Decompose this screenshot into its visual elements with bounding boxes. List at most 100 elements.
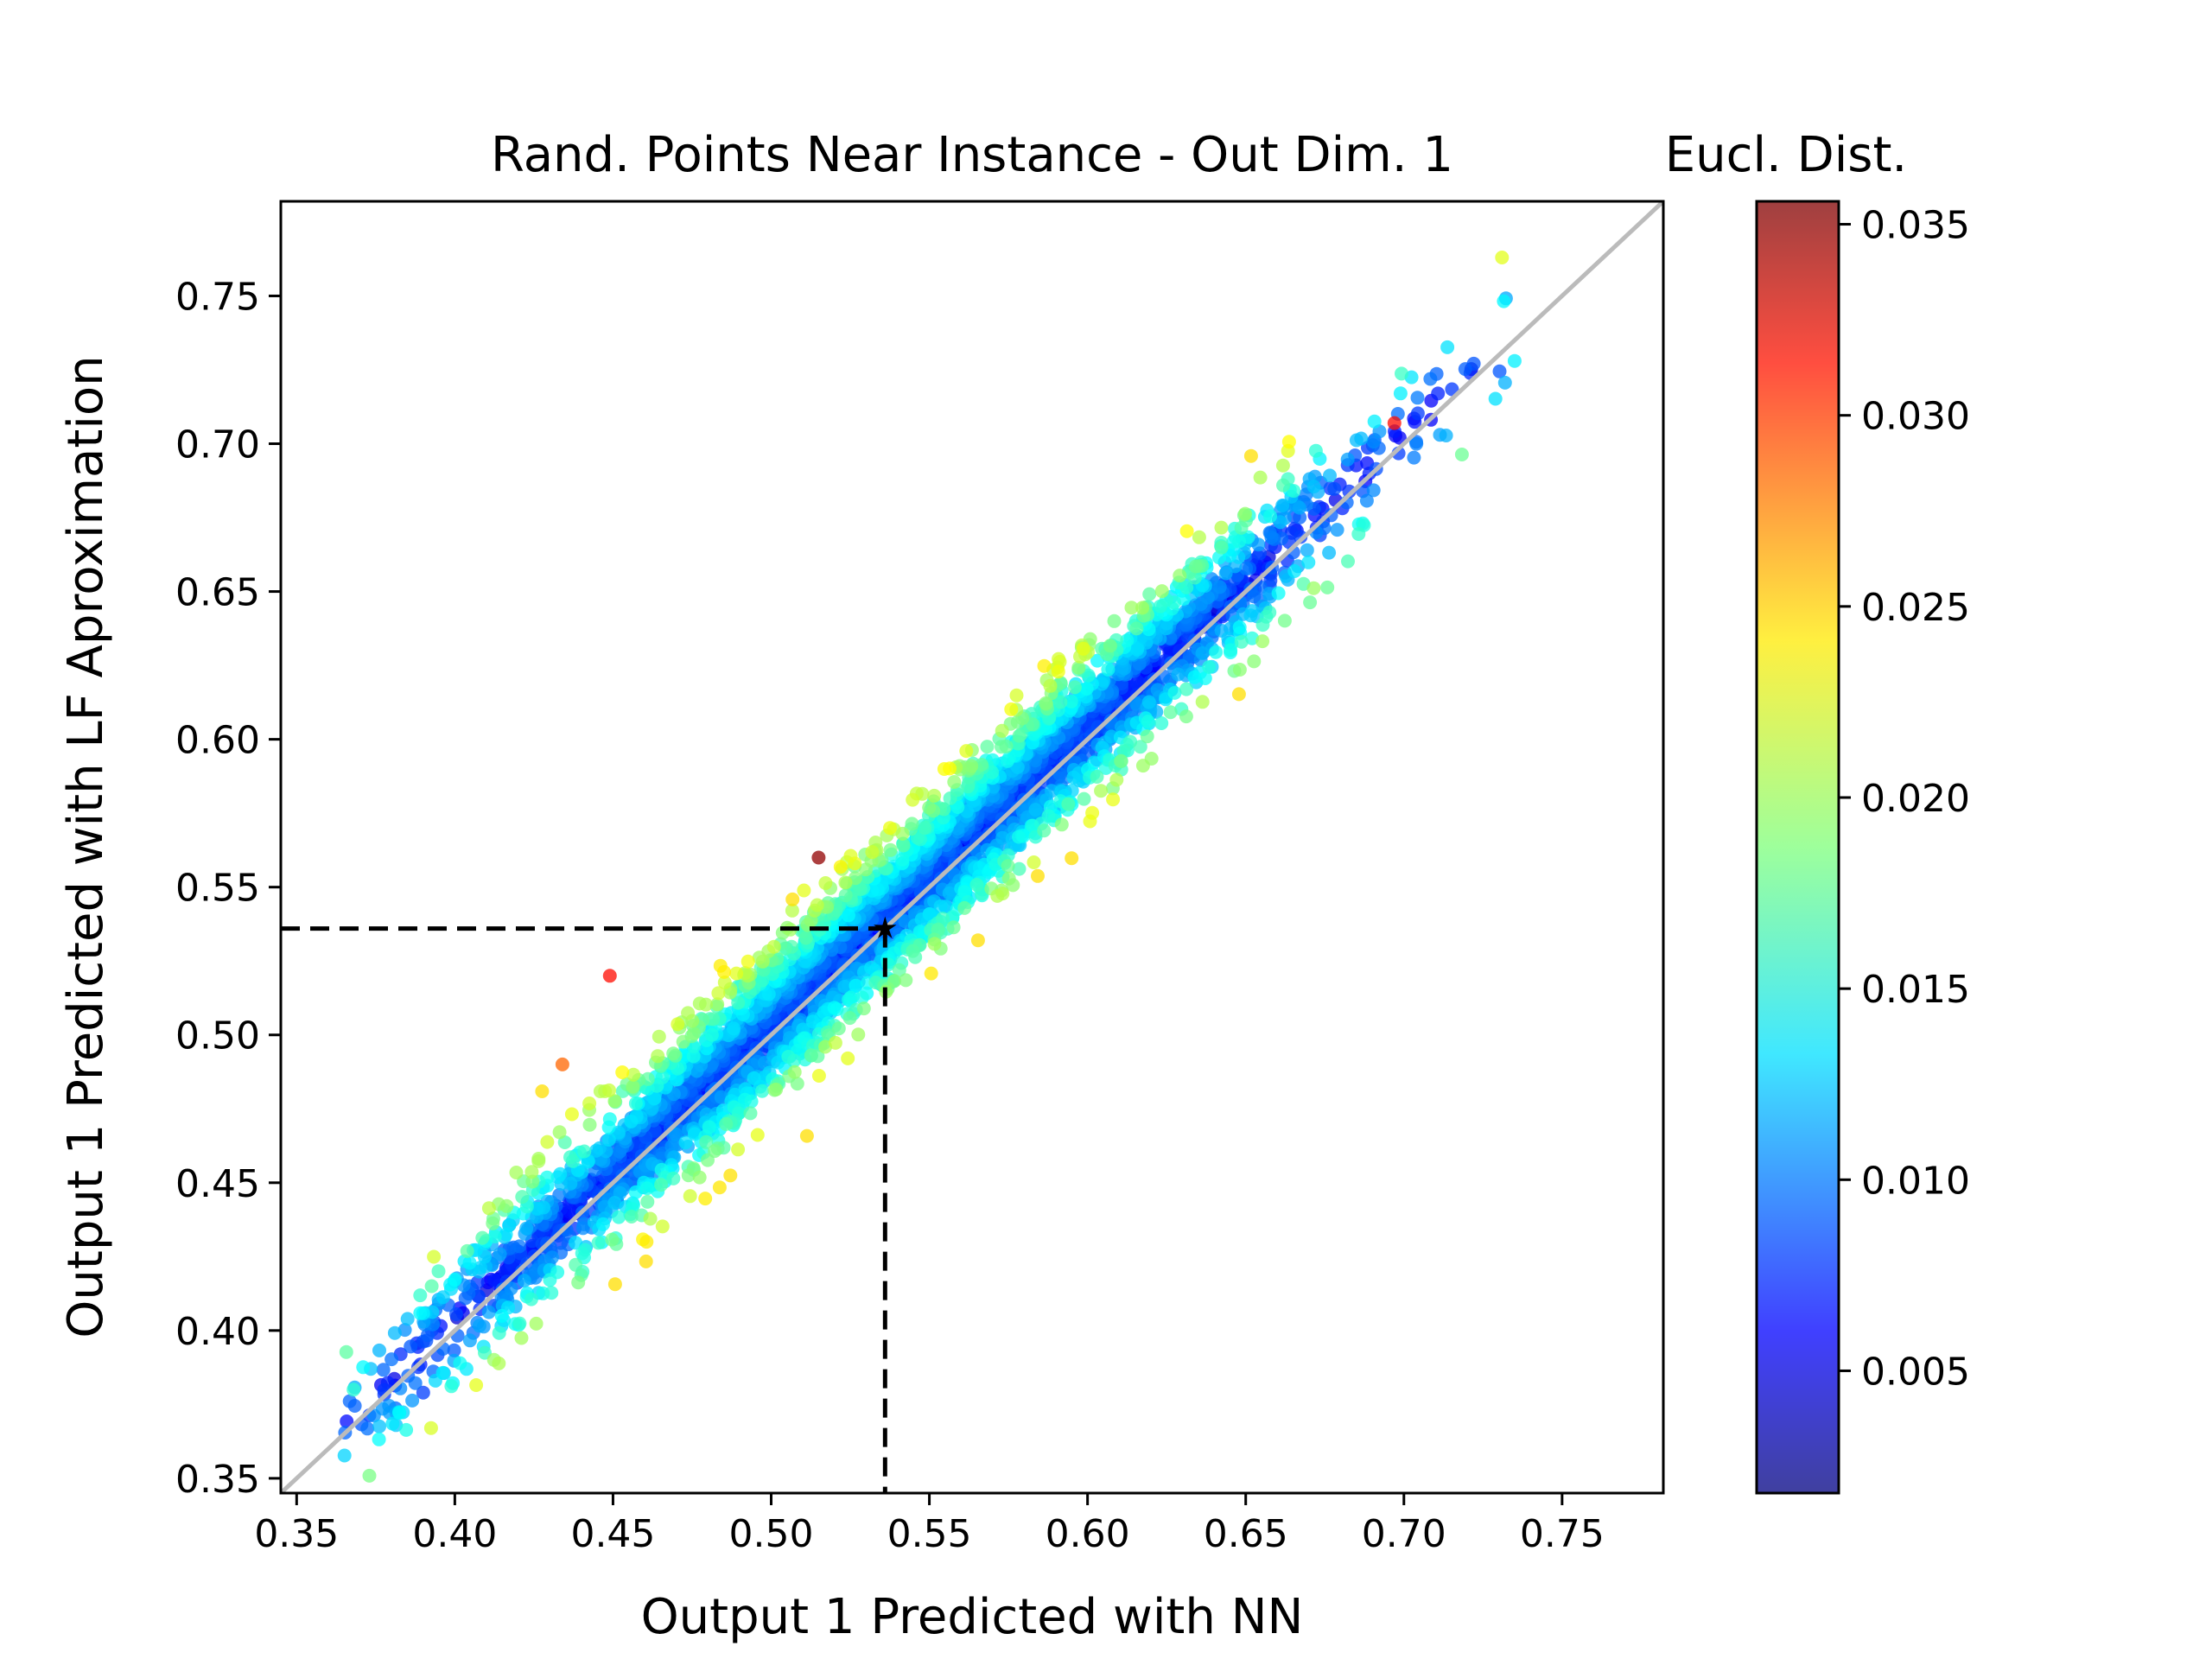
- scatter-point: [666, 1171, 681, 1185]
- scatter-point: [1439, 429, 1453, 442]
- plot-frame: [279, 200, 1665, 1495]
- scatter-point: [1273, 515, 1287, 530]
- scatter-point: [669, 1127, 683, 1141]
- colorbar-label: Eucl. Dist.: [1665, 127, 1907, 183]
- scatter-point: [427, 1249, 442, 1264]
- scatter-point: [462, 1333, 477, 1348]
- scatter-point: [1066, 770, 1081, 785]
- y-tick-label: 0.55: [175, 867, 260, 911]
- scatter-point: [1012, 728, 1027, 743]
- scatter-point: [831, 1021, 846, 1036]
- scatter-point: [698, 1192, 713, 1206]
- scatter-point: [666, 1046, 681, 1061]
- scatter-point: [1179, 709, 1193, 724]
- scatter-point: [899, 973, 913, 988]
- scatter-point: [905, 817, 919, 831]
- scatter-point: [1141, 695, 1156, 709]
- scatter-point: [499, 1227, 513, 1242]
- x-axis-label: Output 1 Predicted with NN: [641, 1589, 1304, 1645]
- scatter-point: [1061, 797, 1076, 811]
- scatter-point: [486, 1216, 500, 1230]
- scatter-point: [569, 1257, 583, 1272]
- scatter-point: [706, 1012, 721, 1027]
- scatter-point: [602, 1083, 616, 1097]
- scatter-point: [535, 1084, 550, 1098]
- scatter-point: [1324, 508, 1338, 523]
- scatter-point: [1243, 448, 1258, 463]
- scatter-point: [1037, 658, 1052, 673]
- scatter-point: [362, 1468, 377, 1483]
- scatter-point: [413, 1306, 428, 1320]
- scatter-point: [1497, 375, 1512, 390]
- scatter-point: [895, 852, 910, 867]
- scatter-point: [1423, 372, 1438, 386]
- scatter-point: [1153, 599, 1167, 613]
- y-tick-label: 0.65: [175, 571, 260, 615]
- scatter-point: [683, 1189, 697, 1204]
- scatter-point: [647, 1091, 661, 1106]
- scatter-point: [569, 1236, 583, 1250]
- scatter-point: [1276, 478, 1290, 493]
- scatter-point: [1209, 645, 1224, 659]
- scatter-point: [769, 1082, 784, 1096]
- scatter-point: [799, 1128, 814, 1143]
- scatter-point: [1255, 634, 1270, 649]
- scatter-point: [444, 1379, 459, 1394]
- colorbar-frame: [1755, 200, 1840, 1495]
- scatter-point: [487, 1230, 502, 1243]
- x-tick-label: 0.60: [1046, 1512, 1130, 1556]
- scatter-point: [1407, 450, 1421, 465]
- scatter-point: [1327, 481, 1342, 496]
- scatter-point: [1341, 554, 1355, 569]
- scatter-point: [519, 1221, 534, 1236]
- colorbar-tick-label: 0.015: [1861, 968, 1970, 1012]
- scatter-point: [337, 1448, 352, 1463]
- scatter-point: [1171, 667, 1185, 682]
- scatter-point: [435, 1365, 450, 1380]
- scatter-point: [1366, 483, 1381, 498]
- scatter-point: [1195, 695, 1210, 709]
- scatter-point: [544, 1286, 559, 1300]
- scatter-point: [1028, 803, 1043, 817]
- scatter-point: [1271, 586, 1286, 601]
- scatter-point: [1393, 386, 1408, 401]
- scatter-point: [1342, 484, 1357, 499]
- scatter-point: [692, 1170, 707, 1185]
- scatter-point: [605, 1232, 620, 1247]
- scatter-point: [1300, 543, 1314, 557]
- scatter-point: [1067, 680, 1082, 695]
- scatter-point: [1330, 523, 1344, 537]
- scatter-point: [472, 1319, 486, 1333]
- scatter-point: [469, 1378, 484, 1392]
- scatter-point: [492, 1325, 506, 1340]
- scatter-point: [704, 1027, 719, 1042]
- scatter-point: [1124, 601, 1139, 615]
- scatter-point: [933, 899, 948, 913]
- scatter-point: [1200, 590, 1215, 605]
- scatter-point: [785, 903, 799, 918]
- scatter-point: [1094, 784, 1109, 798]
- scatter-point: [1262, 605, 1277, 620]
- y-tick-label: 0.50: [175, 1014, 260, 1058]
- scatter-point: [387, 1325, 402, 1340]
- scatter-point: [833, 860, 848, 874]
- scatter-point: [392, 1406, 407, 1421]
- scatter-point: [787, 1053, 801, 1068]
- scatter-point: [699, 1135, 714, 1149]
- scatter-point: [1251, 537, 1266, 552]
- scatter-point: [923, 907, 937, 922]
- scatter-point: [1037, 823, 1052, 838]
- scatter-point: [1366, 435, 1381, 449]
- scatter-point: [699, 997, 713, 1012]
- scatter-point: [1167, 685, 1182, 700]
- scatter-point: [1212, 580, 1227, 594]
- scatter-point: [766, 939, 781, 954]
- scatter-point: [970, 933, 985, 948]
- scatter-point: [400, 1312, 415, 1326]
- scatter-point: [896, 838, 911, 853]
- y-axis: 0.350.400.450.500.550.600.650.700.75: [175, 275, 281, 1502]
- scatter-point: [624, 1114, 639, 1128]
- scatter-point: [589, 1143, 603, 1158]
